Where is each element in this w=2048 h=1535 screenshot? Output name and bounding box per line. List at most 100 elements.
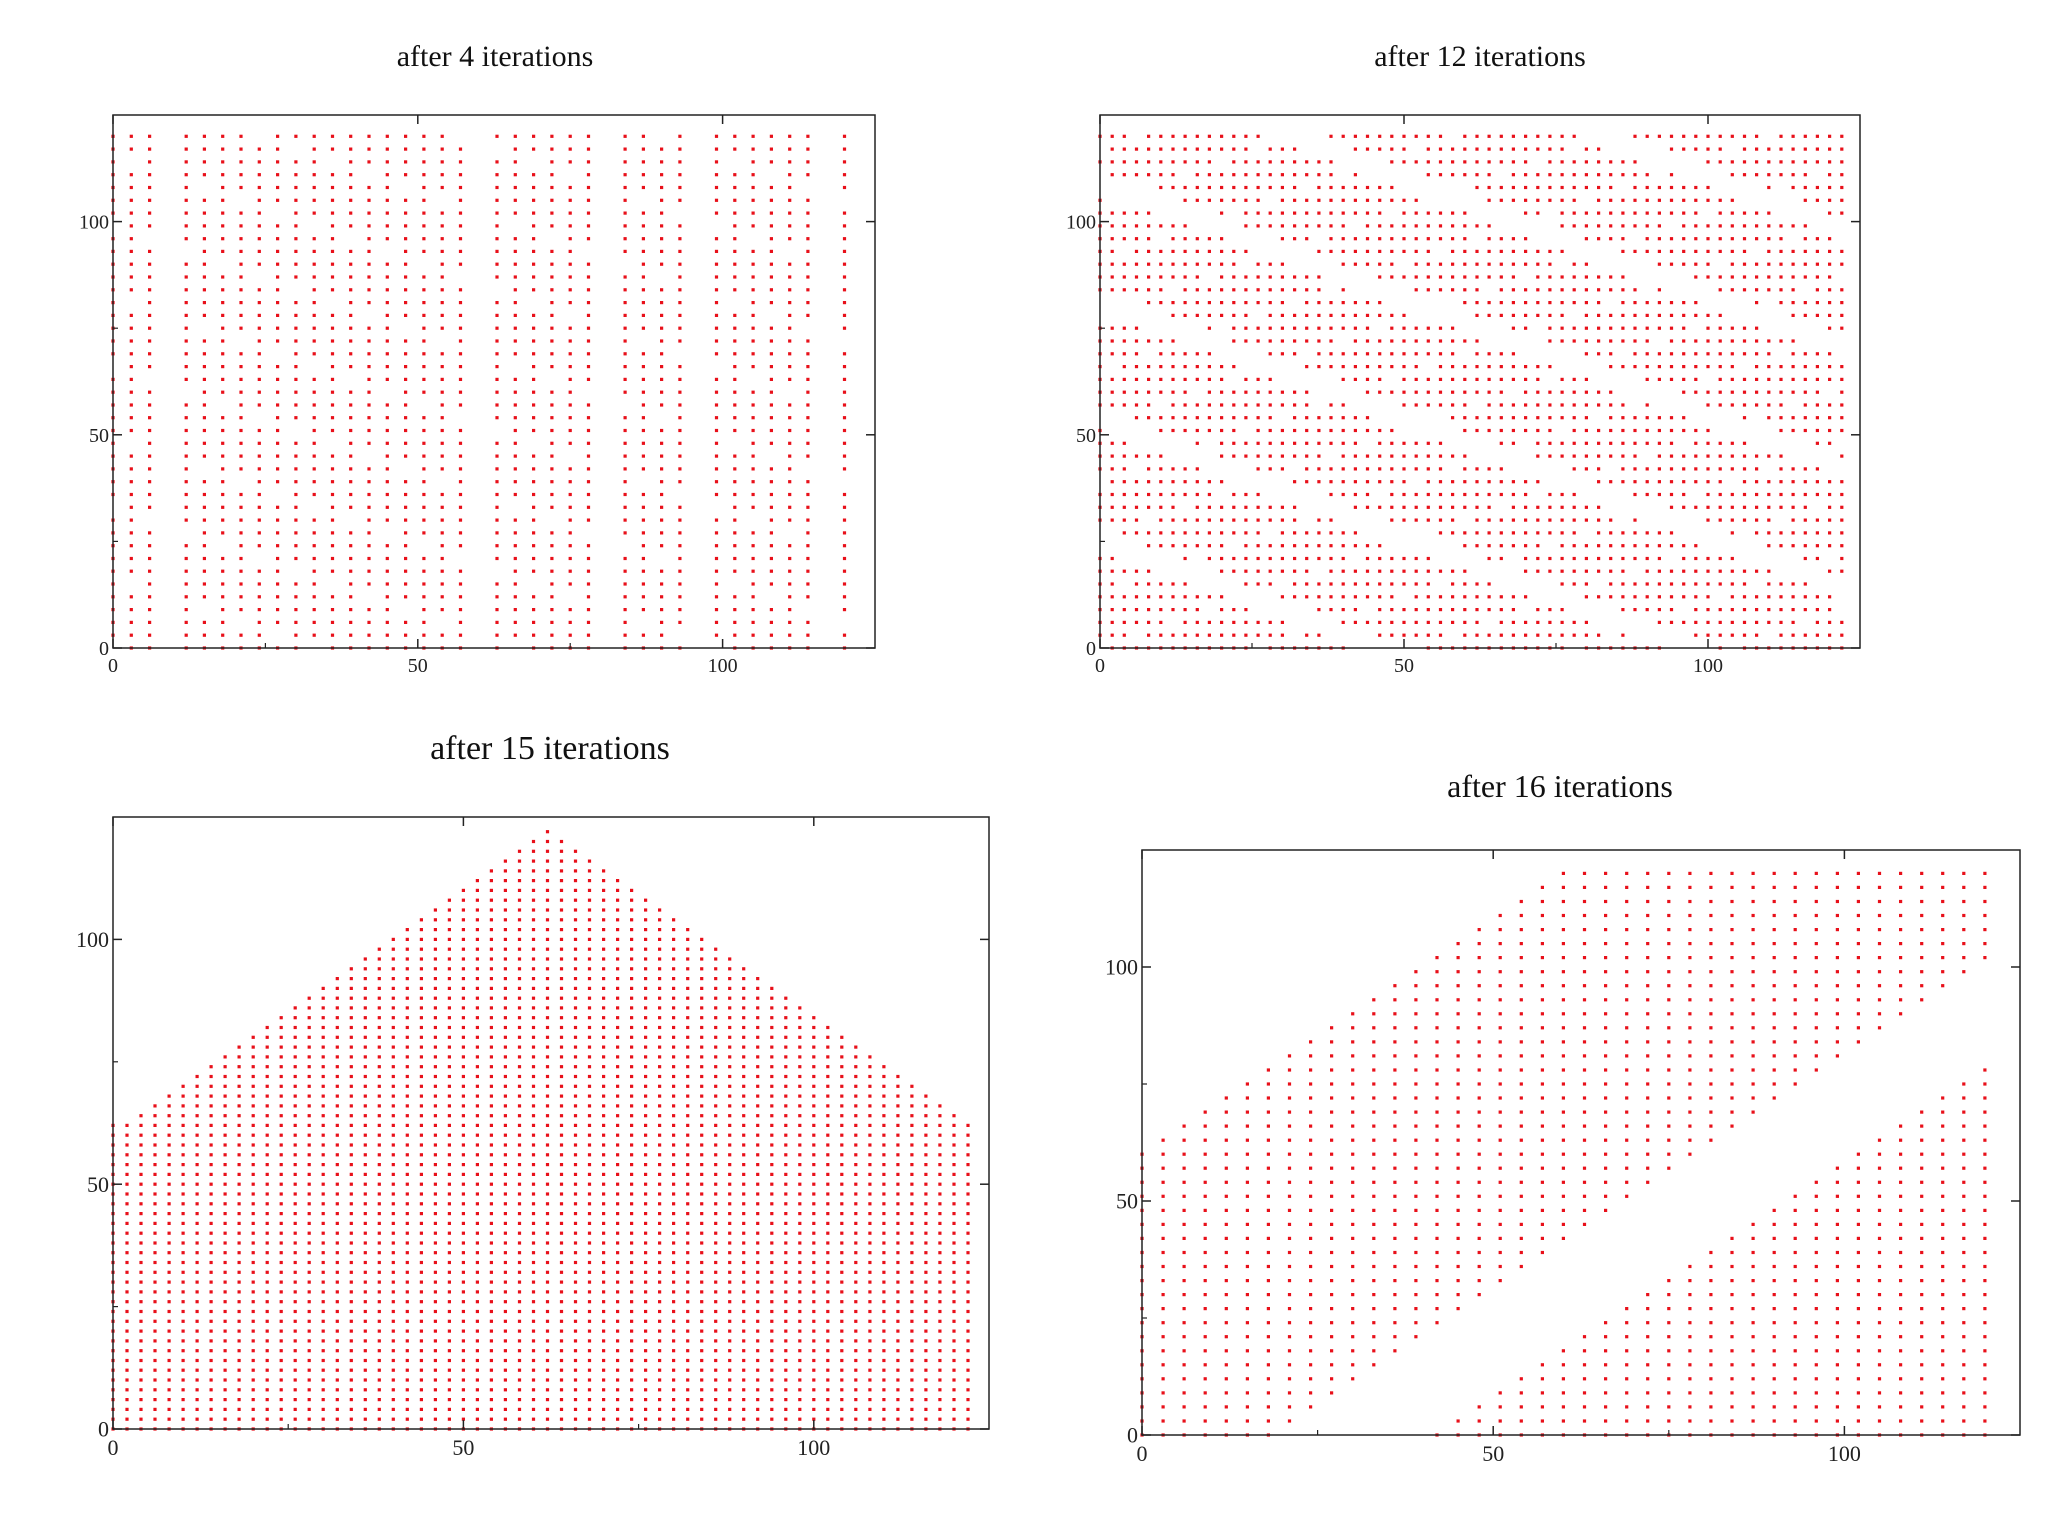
data-point [503, 1388, 507, 1392]
data-point [1402, 633, 1406, 637]
data-point [1171, 377, 1175, 381]
data-point [447, 1388, 451, 1392]
data-point [257, 352, 261, 356]
data-point [195, 1417, 199, 1421]
data-point [458, 454, 463, 458]
data-point [294, 249, 298, 253]
data-point [1682, 569, 1686, 573]
data-point [1584, 313, 1588, 317]
data-point [769, 505, 773, 509]
data-point [202, 313, 206, 317]
data-point [1183, 620, 1187, 624]
data-point [312, 608, 316, 612]
data-point [1280, 518, 1284, 522]
data-point [568, 403, 572, 407]
data-point [1353, 582, 1357, 586]
data-point [349, 428, 353, 433]
data-point [202, 492, 206, 497]
data-point [237, 1407, 241, 1411]
data-point [489, 1251, 493, 1255]
data-point [221, 480, 225, 484]
data-point [1183, 301, 1187, 305]
data-point [586, 620, 591, 624]
data-point [1669, 173, 1674, 177]
data-point [239, 275, 243, 279]
data-point [842, 454, 847, 458]
data-point [391, 1172, 395, 1176]
data-point [1475, 608, 1479, 612]
data-point [461, 1114, 465, 1118]
data-point [330, 377, 335, 381]
data-point [405, 1339, 409, 1343]
data-point [550, 480, 554, 484]
data-point [1609, 185, 1613, 190]
data-point [788, 403, 792, 407]
data-point [307, 1417, 311, 1421]
data-point [678, 531, 682, 535]
data-point [321, 1074, 325, 1079]
data-point [167, 1398, 171, 1402]
data-point [1487, 377, 1491, 381]
data-point [513, 339, 517, 343]
data-point [1633, 544, 1637, 548]
data-point [1682, 301, 1686, 305]
data-point [1560, 326, 1564, 330]
data-point [495, 173, 499, 177]
data-point [545, 1143, 550, 1147]
data-point [1268, 505, 1272, 509]
y-tick-label: 100 [1066, 212, 1096, 234]
chart-title-2: after 12 iterations [1374, 40, 1586, 73]
data-point [276, 249, 280, 253]
data-point [660, 377, 664, 381]
data-point [1694, 185, 1698, 190]
data-point [321, 1290, 325, 1294]
data-point [1791, 633, 1795, 637]
data-point [422, 582, 426, 586]
data-point [1207, 416, 1211, 420]
data-point [1597, 569, 1601, 573]
data-point [391, 1114, 395, 1118]
data-point [1597, 288, 1601, 292]
data-point [1256, 467, 1260, 471]
data-point [532, 185, 536, 190]
data-point [257, 390, 261, 394]
data-point [532, 544, 536, 548]
data-point [404, 595, 408, 599]
data-point [265, 1192, 269, 1196]
data-point [788, 301, 792, 305]
data-point [237, 1329, 241, 1333]
data-point [239, 416, 243, 420]
data-point [167, 1212, 171, 1216]
data-point [1755, 569, 1759, 573]
data-point [1815, 160, 1819, 164]
data-point [294, 173, 298, 177]
data-point [349, 185, 353, 190]
data-point [363, 1300, 367, 1304]
data-point [1207, 390, 1211, 394]
data-point [349, 1251, 353, 1255]
data-point [1390, 454, 1394, 458]
data-point [1293, 173, 1297, 177]
data-point [1475, 467, 1479, 471]
data-point [405, 996, 409, 1000]
data-point [1572, 505, 1576, 509]
data-point [422, 620, 426, 624]
data-point [1414, 224, 1418, 228]
data-point [714, 403, 719, 407]
data-point [532, 518, 536, 522]
data-point [419, 1417, 423, 1421]
data-point [1706, 428, 1710, 433]
data-point [550, 390, 554, 394]
data-point [714, 544, 719, 548]
y-tick-label: 0 [1086, 638, 1096, 660]
data-point [1694, 377, 1698, 381]
data-point [503, 1417, 507, 1421]
data-point [568, 492, 572, 497]
data-point [1268, 544, 1272, 548]
data-point [1548, 608, 1552, 612]
data-point [489, 1358, 493, 1363]
data-point [279, 1153, 283, 1157]
data-point [714, 556, 719, 561]
data-point [1244, 326, 1248, 330]
data-point [495, 237, 499, 241]
